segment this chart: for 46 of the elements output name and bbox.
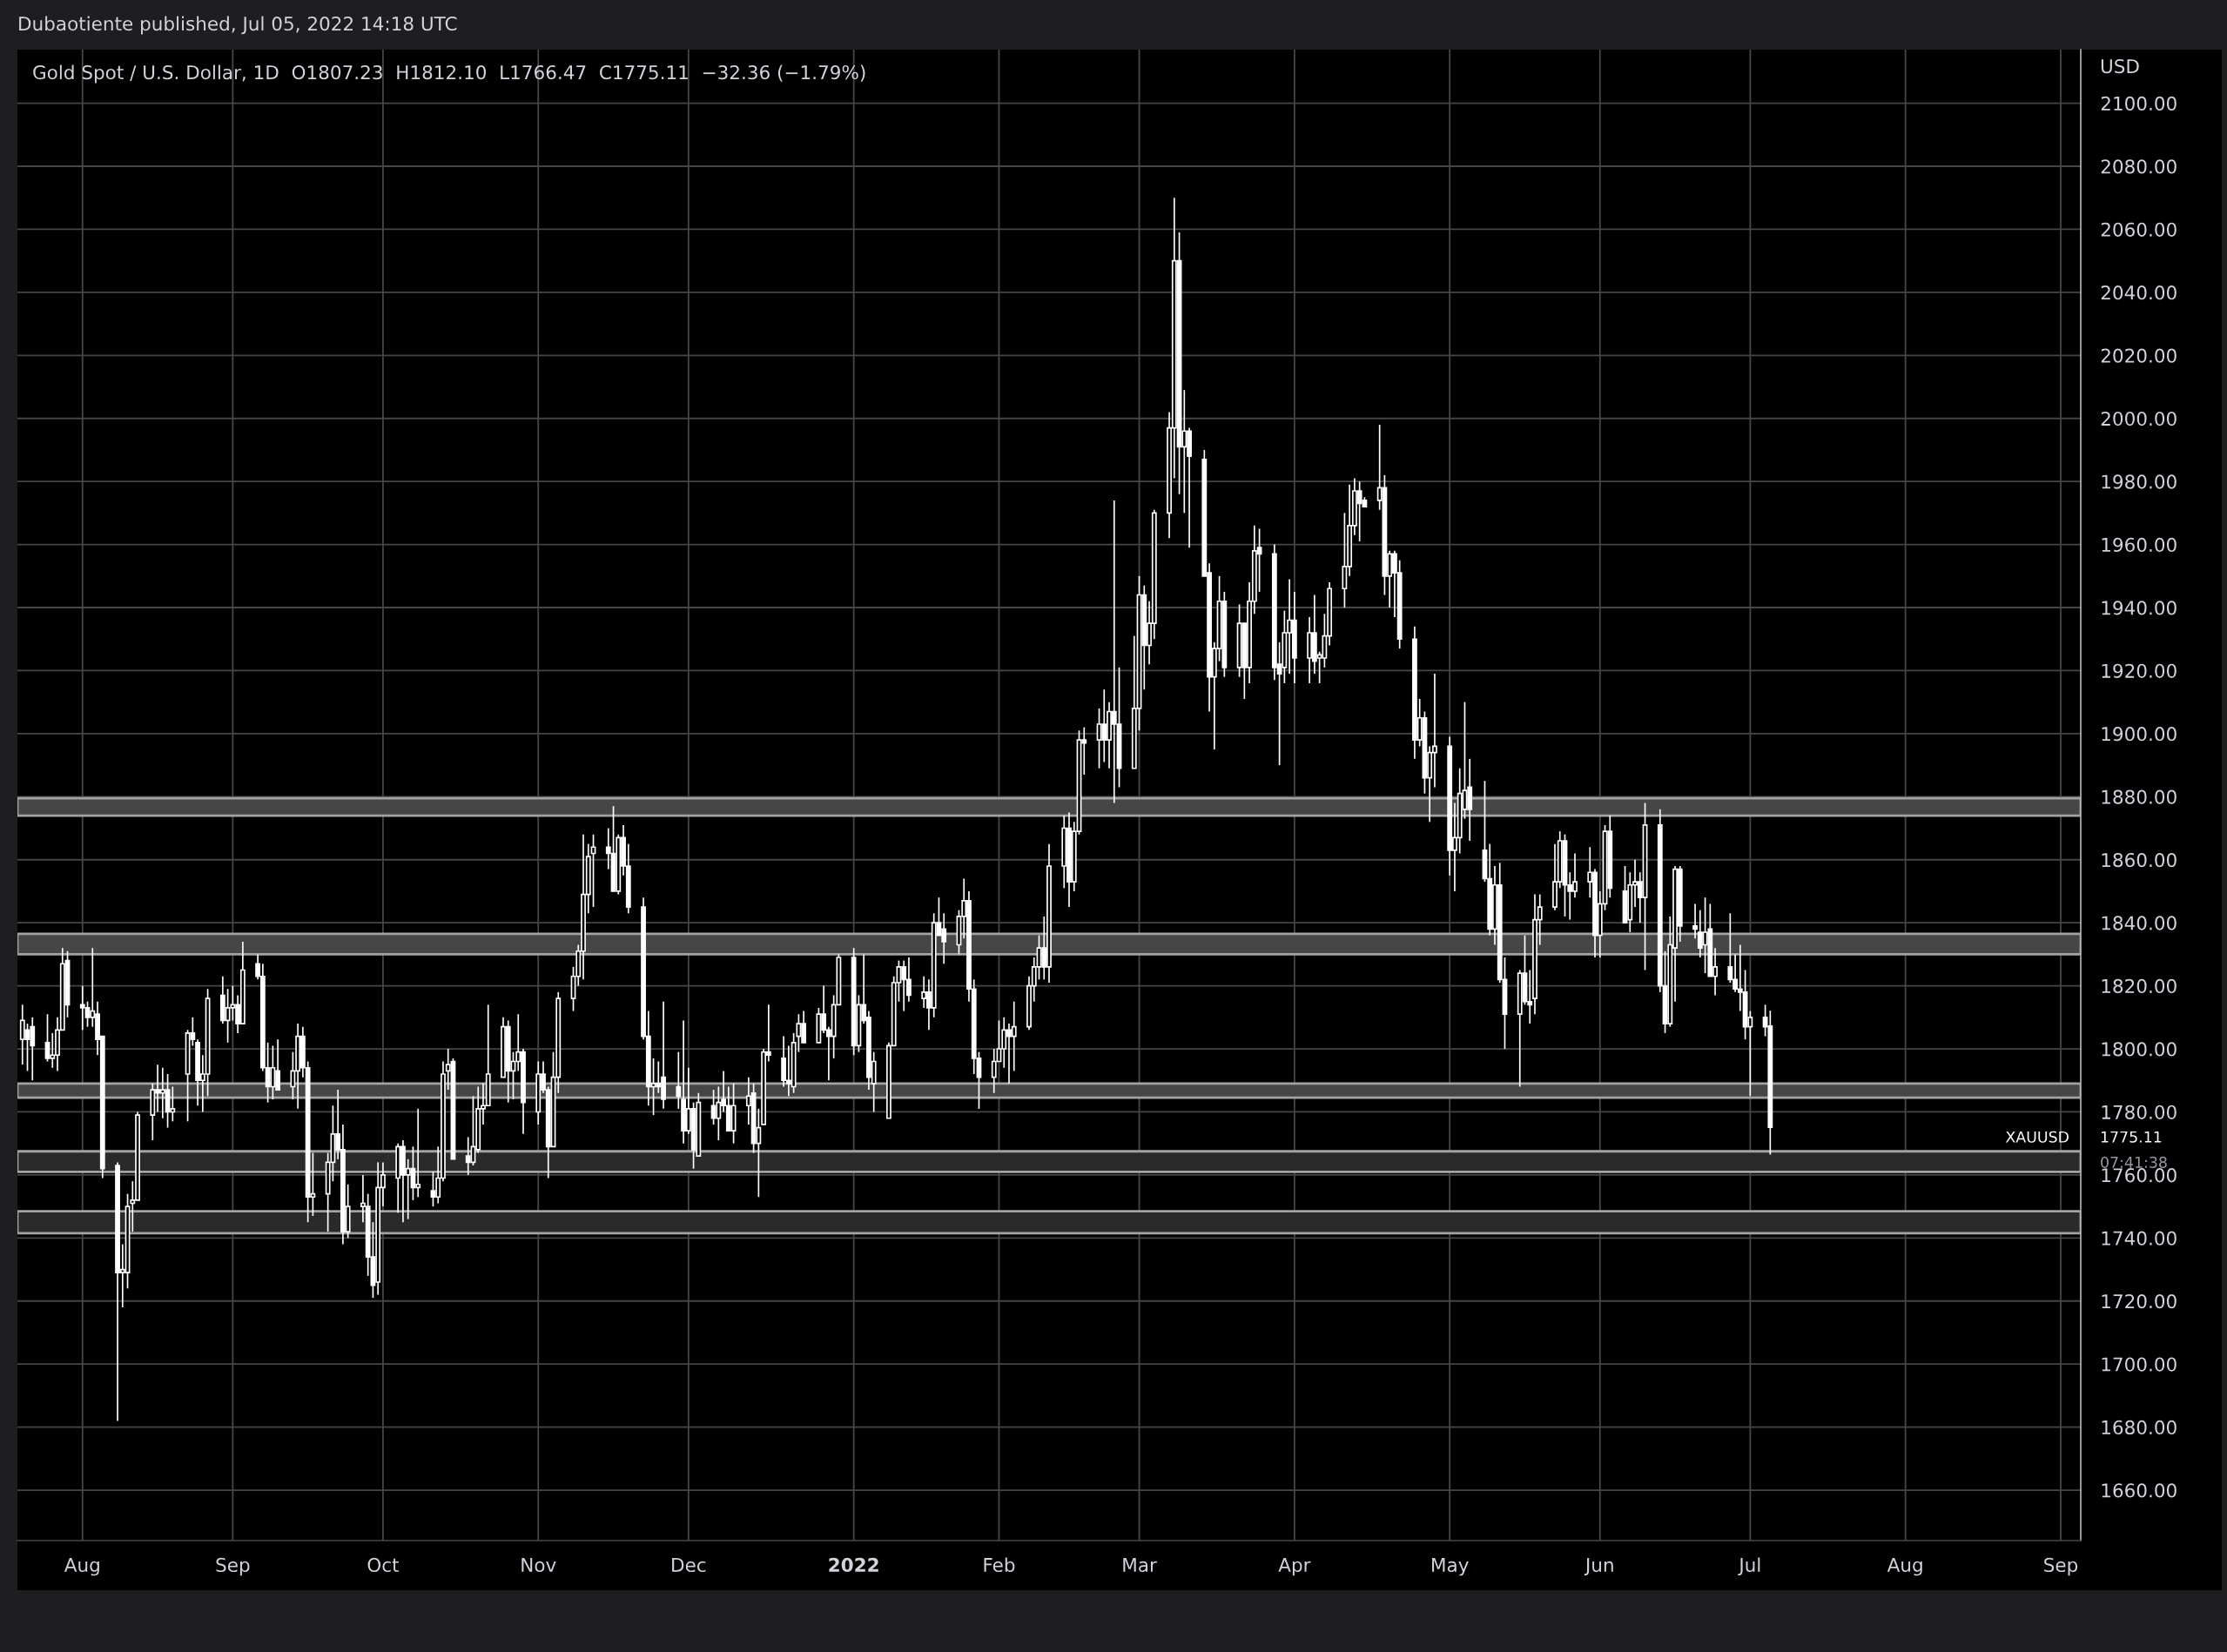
x-tick-label: 2022	[829, 1557, 878, 1573]
y-tick-label: 1980.00	[2102, 474, 2177, 489]
y-tick-label: 1720.00	[2102, 1293, 2177, 1309]
y-tick-label: 1960.00	[2102, 537, 2177, 553]
x-tick-label: Apr	[1278, 1558, 1311, 1576]
y-axis-title: USD	[2101, 58, 2139, 74]
y-tick-label: 1900.00	[2102, 727, 2177, 742]
y-tick-label: 2060.00	[2101, 222, 2177, 237]
y-tick-label: 1940.00	[2102, 601, 2177, 615]
y-tick-label: 1680.00	[2102, 1420, 2177, 1435]
candlestick	[676, 1051, 682, 1110]
x-tick-label: Mar	[1123, 1558, 1157, 1573]
text: 07:41:38	[2101, 1156, 2167, 1168]
x-tick-label: Dec	[672, 1558, 706, 1573]
y-tick-label: 1660.00	[2102, 1483, 2177, 1498]
x-tick-label: Sep	[216, 1557, 250, 1576]
y-tick-label: 2100.00	[2101, 96, 2177, 111]
y-tick-label: 1760.00	[2102, 1168, 2177, 1183]
y-tick-label: 1880.00	[2102, 789, 2177, 804]
x-tick-label: May	[1432, 1558, 1469, 1576]
text: Gold Spot / U.S. Dollar, 1D O1807.23 H1812.10 L1766.47 C1775.11 −32.36 (−1.79%)	[33, 64, 865, 84]
candlestick	[1692, 903, 1698, 940]
y-tick-label: 1840.00	[2102, 916, 2177, 930]
text: Dubaotiente published, Jul 05, 2022 14:18 UTC	[19, 16, 457, 35]
y-tick-label: 1820.00	[2102, 978, 2177, 994]
x-tick-label: Jul	[1738, 1557, 1760, 1576]
y-tick-label: 2040.00	[2101, 285, 2177, 300]
x-tick-label: Nov	[521, 1558, 556, 1573]
x-tick-label: Sep	[2044, 1557, 2078, 1576]
x-tick-label: Aug	[64, 1558, 99, 1576]
x-tick-label: Jun	[1584, 1558, 1613, 1576]
y-tick-label: 2020.00	[2101, 348, 2177, 363]
text: 1775.11	[2101, 1131, 2162, 1143]
y-tick-label: 2080.00	[2101, 159, 2177, 174]
y-tick-label: 1700.00	[2102, 1357, 2177, 1372]
x-tick-label: Feb	[984, 1557, 1015, 1573]
y-tick-label: 1800.00	[2102, 1042, 2177, 1057]
y-tick-label: 1740.00	[2102, 1231, 2177, 1246]
y-tick-label: 1920.00	[2102, 663, 2177, 678]
y-tick-label: 1780.00	[2102, 1105, 2177, 1119]
candlestick	[590, 833, 596, 908]
y-tick-label: 2000.00	[2101, 411, 2177, 426]
annotation: XAUUSD	[2005, 1131, 2069, 1143]
y-tick-label: 1860.00	[2102, 852, 2177, 868]
x-tick-label: Oct	[367, 1557, 400, 1573]
x-tick-label: Aug	[1887, 1558, 1922, 1576]
